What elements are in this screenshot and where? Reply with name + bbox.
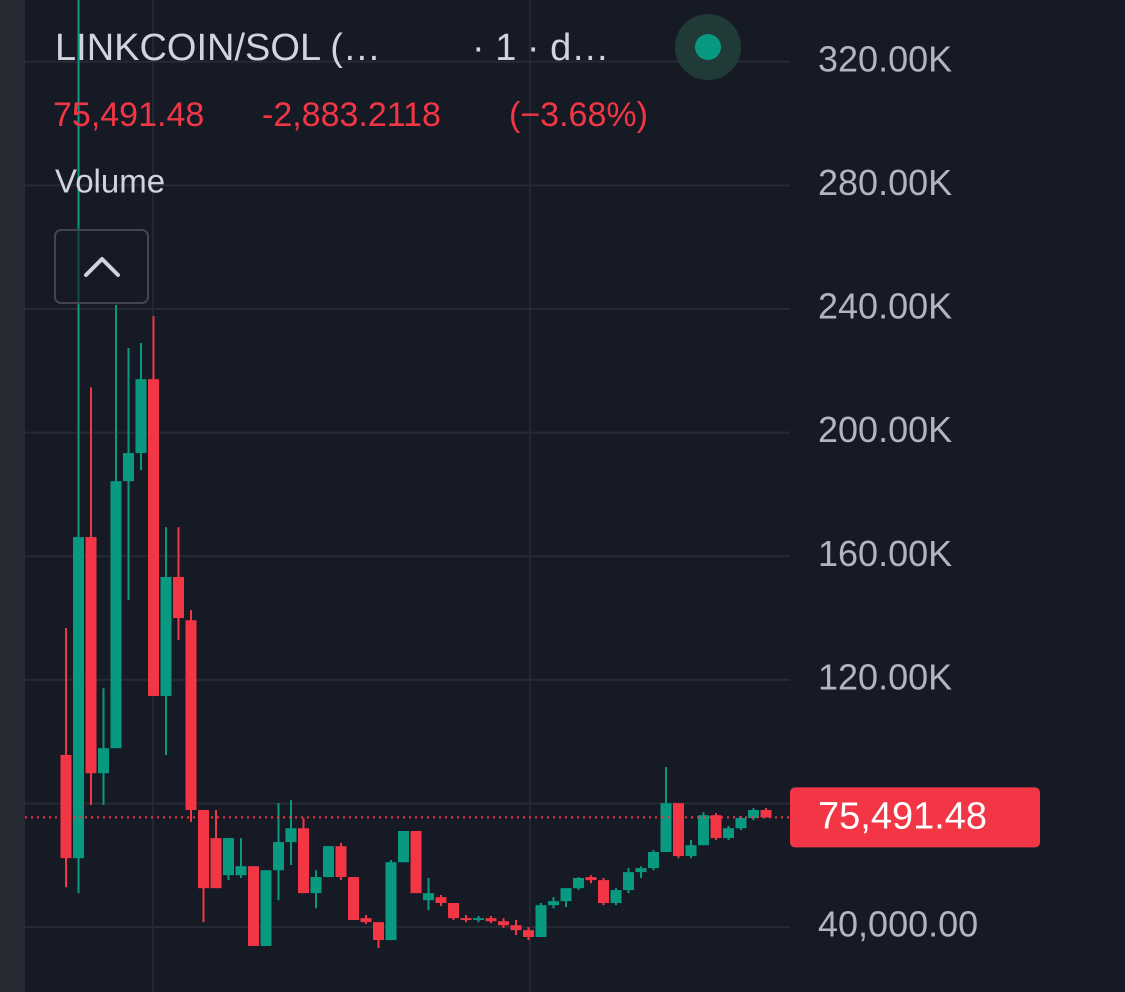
candle-body bbox=[135, 379, 147, 454]
candle-body bbox=[748, 809, 759, 819]
candle-body bbox=[398, 830, 409, 863]
candle-body bbox=[198, 809, 209, 889]
chevron-up-icon bbox=[84, 257, 120, 277]
candle-body bbox=[510, 925, 522, 931]
status-dot[interactable] bbox=[695, 34, 721, 60]
price-change: -2,883.2118 bbox=[262, 96, 441, 134]
candle-body bbox=[535, 905, 547, 937]
candle-body bbox=[685, 845, 697, 857]
candle-body bbox=[485, 918, 497, 922]
candle-body bbox=[160, 576, 172, 696]
candle-body bbox=[623, 872, 634, 891]
candle-body bbox=[435, 897, 447, 903]
candle-body bbox=[85, 537, 97, 774]
candle-body bbox=[635, 868, 647, 873]
candle-body bbox=[673, 803, 684, 857]
candles bbox=[25, 0, 790, 949]
candle-body bbox=[473, 918, 484, 920]
candle-body bbox=[273, 842, 284, 871]
candle-body bbox=[723, 828, 734, 839]
candle-body bbox=[173, 576, 184, 619]
candle-body bbox=[410, 830, 422, 894]
left-panel-edge bbox=[0, 0, 25, 992]
indicator-label: Volume bbox=[55, 163, 165, 200]
candle-body bbox=[348, 877, 359, 920]
candle-body bbox=[298, 828, 309, 894]
candle-body bbox=[110, 481, 122, 749]
candle-body bbox=[598, 880, 609, 903]
y-axis: 320.00K 280.00K 240.00K 200.00K 160.00K 120.0… bbox=[790, 38, 1040, 945]
y-tick-label: 160.00K bbox=[818, 533, 952, 574]
candle-body bbox=[360, 918, 372, 923]
candle-body bbox=[423, 893, 434, 901]
y-tick-label: 320.00K bbox=[818, 38, 952, 79]
y-tick-label: 120.00K bbox=[818, 656, 952, 697]
candle-body bbox=[235, 866, 247, 876]
candle-body bbox=[310, 877, 322, 894]
last-price: 75,491.48 bbox=[53, 96, 204, 134]
candle-body bbox=[648, 852, 659, 869]
candle-body bbox=[610, 890, 622, 903]
candle-body bbox=[148, 379, 159, 696]
candle-body bbox=[385, 862, 397, 941]
overlay: LINKCOIN/SOL (… · 1 · d… 75,491.48 -2,88… bbox=[53, 14, 741, 304]
y-tick-label: 240.00K bbox=[818, 286, 952, 327]
candle-body bbox=[260, 870, 272, 946]
candle-body bbox=[498, 921, 509, 926]
candle-body bbox=[73, 537, 84, 859]
last-price-tag-label: 75,491.48 bbox=[818, 795, 987, 837]
chart-title: LINKCOIN/SOL (… bbox=[55, 27, 381, 69]
candle-body bbox=[660, 803, 672, 853]
candle-body bbox=[573, 877, 584, 889]
candle-body bbox=[285, 828, 297, 843]
interval: · 1 · d… bbox=[472, 27, 609, 69]
candle-body bbox=[123, 453, 134, 482]
candle-body bbox=[373, 922, 384, 941]
candle-body bbox=[548, 901, 559, 906]
candle-body bbox=[760, 809, 772, 818]
y-tick-label: 200.00K bbox=[818, 409, 952, 450]
candle-body bbox=[448, 902, 459, 919]
candle-body bbox=[98, 748, 109, 774]
candle-body bbox=[323, 846, 334, 878]
candle-body bbox=[460, 918, 472, 920]
price-change-pct: (−3.68%) bbox=[509, 96, 648, 134]
candle-body bbox=[60, 754, 72, 859]
candle-body bbox=[698, 815, 709, 846]
candle-body bbox=[585, 877, 597, 881]
candle-body bbox=[335, 846, 347, 878]
y-tick-label: 280.00K bbox=[818, 162, 952, 203]
candle-body bbox=[223, 838, 234, 876]
candle-body bbox=[560, 888, 572, 902]
candle-body bbox=[523, 930, 534, 937]
candle-body bbox=[248, 866, 259, 946]
candle-body bbox=[735, 818, 747, 829]
candle-body bbox=[185, 620, 197, 810]
collapse-button[interactable] bbox=[54, 229, 149, 304]
y-tick-label: 40,000.00 bbox=[818, 904, 978, 945]
candle-body bbox=[210, 838, 222, 889]
candle-body bbox=[710, 815, 722, 839]
last-price-tag bbox=[790, 787, 1040, 848]
